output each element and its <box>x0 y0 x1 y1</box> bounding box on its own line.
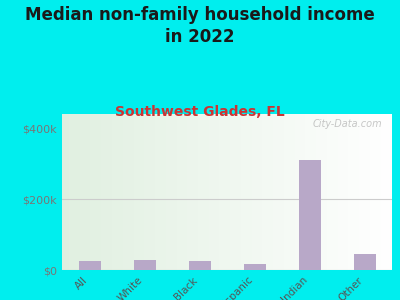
Text: City-Data.com: City-Data.com <box>312 119 382 129</box>
Text: Southwest Glades, FL: Southwest Glades, FL <box>115 105 285 119</box>
Bar <box>134 260 156 270</box>
Bar <box>354 254 376 270</box>
Bar <box>244 264 266 270</box>
Bar <box>298 160 320 270</box>
Bar <box>78 261 100 270</box>
Bar <box>188 261 210 270</box>
Text: Median non-family household income
in 2022: Median non-family household income in 20… <box>25 6 375 46</box>
